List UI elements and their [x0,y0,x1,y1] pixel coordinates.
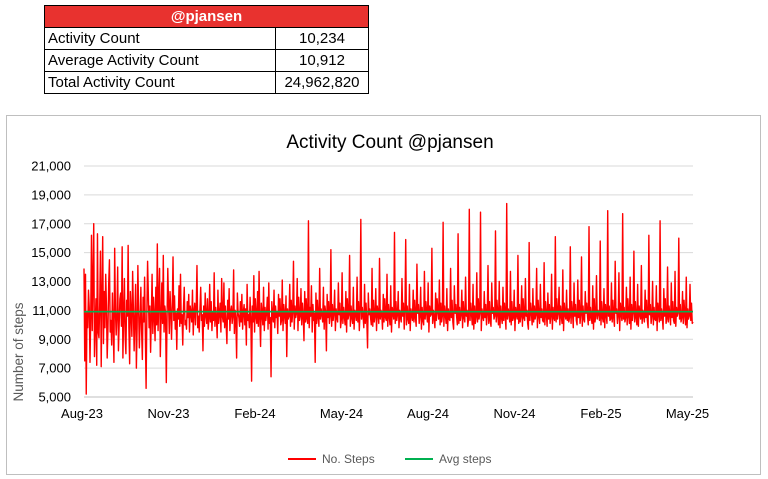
y-tick-label: 15,000 [31,245,71,260]
chart-title: Activity Count @pjansen [286,132,493,153]
line-chart: Activity Count @pjansen Number of steps … [11,132,709,466]
y-tick-label: 11,000 [32,303,71,318]
summary-row-average-activity-count: Average Activity Count 10,912 [44,49,369,72]
summary-row-activity-count: Activity Count 10,234 [44,27,369,50]
summary-header-user: @pjansen [44,5,369,28]
summary-label: Activity Count [44,27,276,50]
x-tick-label: Aug-23 [61,406,103,421]
summary-value: 24,962,820 [275,71,369,94]
y-axis-ticks: 5,000 7,000 9,000 11,000 13,000 15,000 17,000 1… [31,159,71,405]
summary-row-total-activity-count: Total Activity Count 24,962,820 [44,71,369,94]
series-line-no-steps [83,202,694,395]
y-tick-label: 19,000 [31,187,71,202]
y-tick-label: 5,000 [38,390,71,405]
summary-value: 10,912 [275,49,369,72]
chart-container[interactable]: Activity Count @pjansen Number of steps … [6,115,761,475]
x-tick-label: Feb-25 [580,406,621,421]
x-tick-label: Nov-23 [148,406,190,421]
x-tick-label: May-24 [320,406,363,421]
x-tick-label: Nov-24 [494,406,536,421]
summary-value: 10,234 [275,27,369,50]
x-tick-label: Feb-24 [234,406,275,421]
x-tick-label: Aug-24 [407,406,449,421]
summary-label: Average Activity Count [44,49,276,72]
summary-label: Total Activity Count [44,71,276,94]
legend: No. Steps Avg steps [288,452,491,466]
legend-label-no-steps: No. Steps [322,452,375,466]
y-tick-label: 13,000 [31,274,71,289]
x-tick-label: May-25 [666,406,709,421]
gridlines [84,165,693,369]
y-axis-label: Number of steps [11,302,26,401]
y-tick-label: 21,000 [31,159,71,174]
y-tick-label: 17,000 [31,216,71,231]
summary-table: @pjansen Activity Count 10,234 Average A… [44,5,369,94]
y-tick-label: 9,000 [38,332,71,347]
legend-label-avg-steps: Avg steps [439,452,491,466]
y-tick-label: 7,000 [38,361,71,376]
x-axis-ticks: Aug-23 Nov-23 Feb-24 May-24 Aug-24 Nov-24 Feb-… [61,406,709,421]
